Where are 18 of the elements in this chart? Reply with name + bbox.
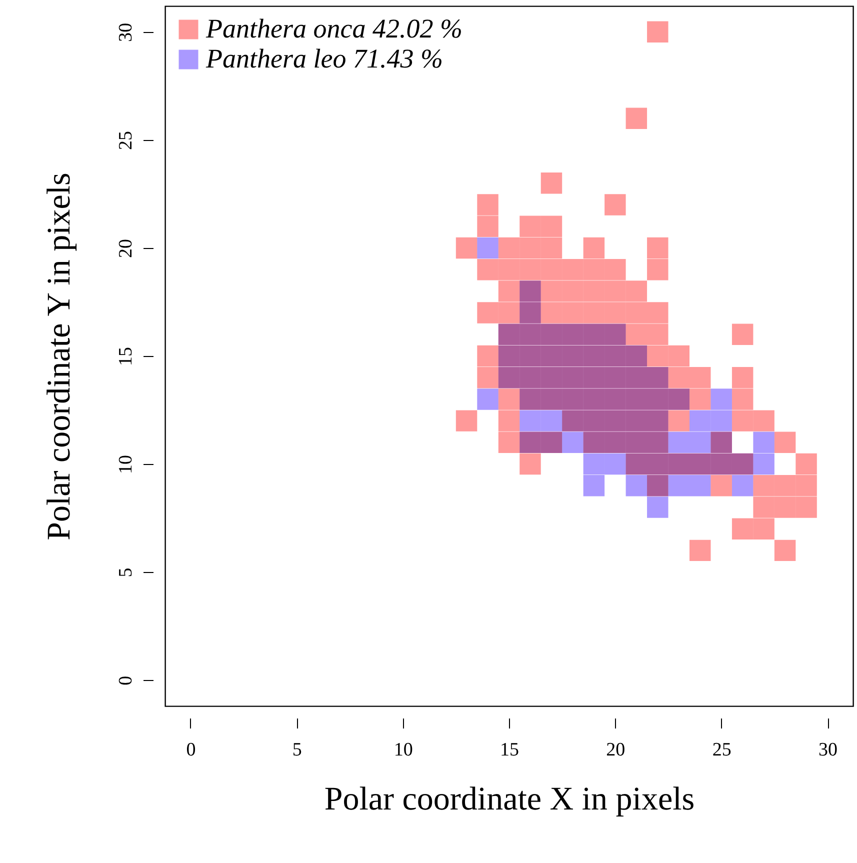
x-tick-label: 25 — [712, 740, 732, 760]
y-tick-label: 10 — [116, 455, 136, 474]
x-tick-label: 15 — [500, 740, 519, 760]
legend-label: Panthera onca 42.02 % — [205, 14, 462, 44]
y-tick-label: 5 — [116, 568, 136, 578]
x-tick-label: 30 — [818, 740, 838, 760]
y-axis-title: Polar coordinate Y in pixels — [42, 172, 78, 540]
x-tick-label: 0 — [186, 740, 196, 760]
y-tick-label: 0 — [116, 676, 136, 686]
y-tick-label: 30 — [116, 22, 136, 42]
y-tick-label: 25 — [116, 130, 136, 150]
legend-label: Panthera leo 71.43 % — [205, 44, 443, 74]
x-tick-label: 5 — [292, 740, 302, 760]
y-tick-label: 15 — [116, 347, 136, 366]
x-axis-title: Polar coordinate X in pixels — [324, 782, 695, 818]
x-tick-label: 10 — [394, 740, 413, 760]
x-tick-label: 20 — [606, 740, 626, 760]
y-tick-label: 20 — [116, 238, 136, 258]
